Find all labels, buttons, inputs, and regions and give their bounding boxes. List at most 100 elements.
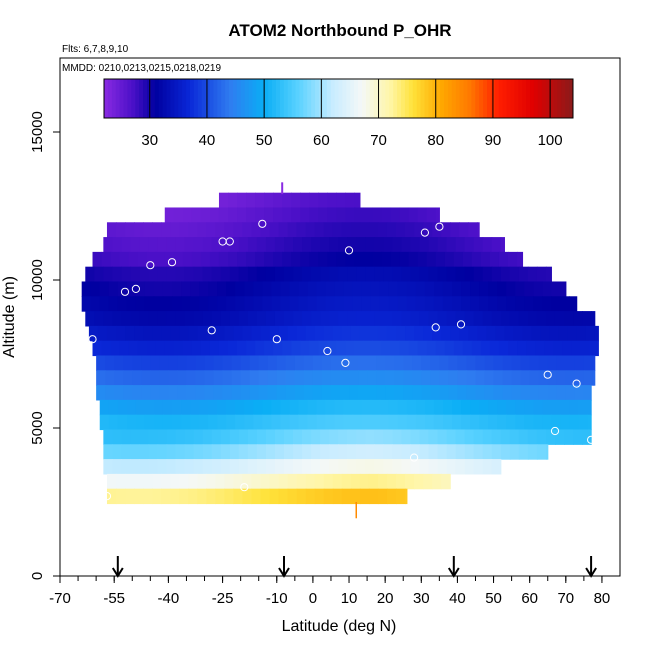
heatmap-cell: [565, 370, 576, 386]
heatmap-cell: [264, 340, 274, 357]
heatmap-cell: [473, 266, 484, 283]
heatmap-cell: [172, 399, 182, 416]
heatmap-cell: [148, 311, 159, 327]
colorbar-segment: [358, 79, 363, 118]
heatmap-cell: [106, 325, 117, 342]
heatmap-cell: [573, 429, 583, 445]
heatmap-cell: [141, 385, 151, 401]
colorbar-segment: [502, 79, 508, 118]
heatmap-cell: [240, 370, 251, 386]
heatmap-cell: [535, 340, 545, 357]
colorbar-segment: [537, 79, 543, 118]
heatmap-cell: [368, 473, 379, 490]
heatmap-cell: [274, 444, 285, 460]
heatmap-cell: [323, 473, 334, 490]
heatmap-cell: [394, 370, 404, 386]
heatmap-cell: [274, 237, 285, 253]
x-tick-label: 80: [594, 590, 611, 607]
heatmap-cell: [150, 355, 160, 371]
heatmap-cell: [208, 296, 218, 312]
heatmap-cell: [265, 237, 276, 253]
colorbar-segment: [459, 79, 465, 118]
heatmap-cell: [517, 251, 524, 268]
heatmap-cell: [374, 429, 384, 445]
heatmap-cell: [341, 222, 352, 238]
colorbar-segment: [154, 79, 160, 118]
heatmap-cell: [195, 370, 206, 386]
heatmap-cell: [334, 281, 345, 297]
colorbar-segment: [291, 79, 297, 118]
heatmap-cell: [370, 414, 381, 431]
heatmap-cell: [191, 207, 202, 223]
colorbar-segment: [432, 79, 437, 118]
heatmap-cell: [327, 192, 337, 209]
flight-arrows: [111, 556, 597, 578]
heatmap-cell: [191, 251, 202, 268]
heatmap-cell: [515, 296, 525, 312]
heatmap-cell: [497, 414, 507, 431]
heatmap-cell: [218, 340, 229, 357]
heatmap-cell: [452, 296, 462, 312]
colorbar-segment: [451, 79, 457, 118]
colorbar-segment: [279, 79, 285, 118]
heatmap-cell: [150, 385, 160, 401]
dates-label: MMDD: 0210,0213,0215,0218,0219: [62, 63, 221, 74]
heatmap-cell: [428, 266, 439, 283]
heatmap-cell: [130, 266, 141, 283]
heatmap-cell: [256, 429, 267, 445]
heatmap-cell: [260, 222, 271, 238]
colorbar-segment: [107, 79, 113, 118]
heatmap-cell: [414, 222, 424, 238]
heatmap-cell: [213, 355, 224, 371]
heatmap-cell: [204, 370, 215, 386]
heatmap-cell: [347, 266, 357, 283]
heatmap-cell: [103, 311, 113, 327]
heatmap-cell: [213, 385, 224, 401]
heatmap-cell: [594, 325, 599, 342]
heatmap-cell: [181, 281, 191, 297]
heatmap-cell: [383, 459, 393, 475]
heatmap-cell: [358, 355, 368, 371]
heatmap-cell: [497, 281, 507, 297]
heatmap-cell: [480, 340, 491, 357]
heatmap-cell: [144, 414, 155, 431]
heatmap-cell: [574, 370, 585, 386]
colorbar-segment: [178, 79, 183, 118]
heatmap-cell: [513, 325, 524, 342]
x-tick-label: 60: [521, 590, 538, 607]
heatmap-cell: [408, 340, 419, 357]
flights-label: Flts: 6,7,8,9,10: [62, 44, 129, 55]
heatmap-cell: [482, 444, 493, 460]
colorbar-segment: [115, 79, 121, 118]
heatmap-cell: [325, 281, 336, 297]
heatmap-cell: [396, 222, 406, 238]
heatmap-cell: [101, 340, 112, 357]
heatmap-cell: [372, 251, 383, 268]
heatmap-cell: [108, 296, 119, 312]
heatmap-cell: [197, 222, 207, 238]
measurement-point: [131, 284, 140, 293]
heatmap-cell: [307, 399, 318, 416]
heatmap-cell: [457, 385, 468, 401]
heatmap-cell: [238, 311, 249, 327]
heatmap-cell: [538, 355, 549, 371]
colorbar-segment: [236, 79, 242, 118]
heatmap-cell: [215, 488, 225, 505]
heatmap-cell: [255, 340, 265, 357]
heatmap-cell: [200, 340, 211, 357]
heatmap-cell: [294, 385, 305, 401]
heatmap-cell: [356, 266, 366, 283]
heatmap-cell: [143, 473, 153, 490]
colorbar-segment: [404, 79, 410, 118]
heatmap-cell: [437, 444, 448, 460]
heatmap-cell: [226, 414, 236, 431]
heatmap-cell: [500, 311, 511, 327]
heatmap-cell: [226, 296, 236, 312]
heatmap-cell: [365, 311, 375, 327]
heatmap-cell: [359, 488, 370, 505]
colorbar-segment: [334, 79, 339, 118]
heatmap-cell: [211, 237, 222, 253]
heatmap-cell: [385, 385, 395, 401]
heatmap-cell: [517, 340, 527, 357]
heatmap-cell: [135, 414, 146, 431]
